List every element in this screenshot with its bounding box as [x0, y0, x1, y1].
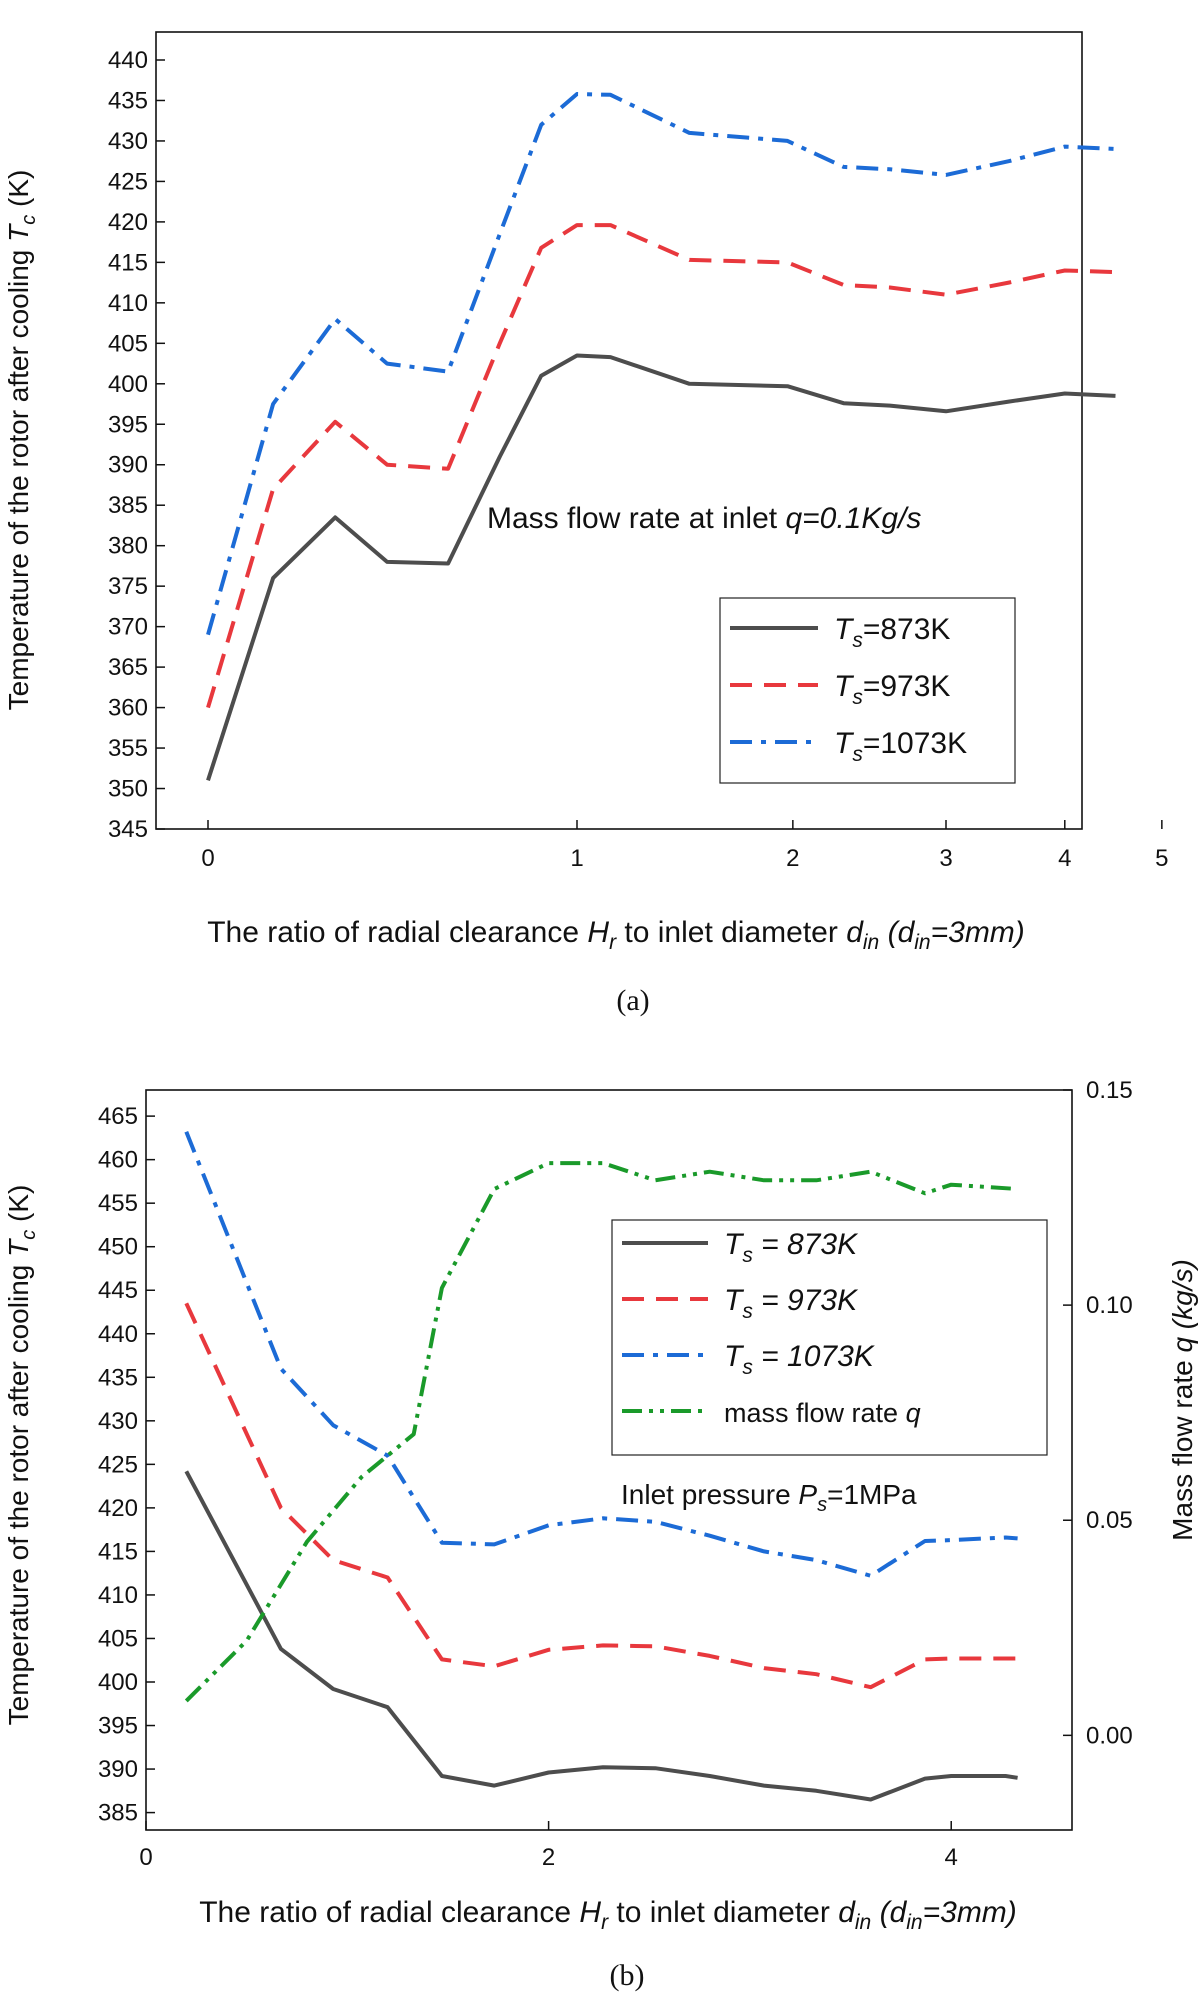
legend-box — [611, 1219, 1048, 1456]
plot-frame-a — [155, 31, 1083, 830]
series-line-2 — [184, 1302, 1018, 1690]
legend-label: mass flow rate q — [724, 1398, 921, 1428]
legend-b: Ts = 873K Ts = 973K Ts = 1073K mass flow ra… — [611, 1219, 1048, 1456]
y-tick-label: 420 — [108, 209, 148, 236]
x-axis-label-a: The ratio of radial clearance Hr to inle… — [207, 916, 1025, 954]
panel-label-a: (a) — [616, 984, 649, 1017]
annotation-a: Mass flow rate at inlet q=0.1Kg/s — [487, 502, 921, 535]
y-tick-label: 380 — [108, 533, 148, 560]
legend-label: Ts = 973K — [724, 1284, 859, 1323]
legend-label: Ts=1073K — [834, 727, 967, 766]
y-tick-label: 360 — [108, 695, 148, 722]
y-tick-label: 400 — [108, 371, 148, 398]
y-tick-label: 390 — [108, 452, 148, 479]
y-ticks-b: 385 390 395 400 405 410 415 420 425 430 435 440 445 4… — [98, 1103, 155, 1827]
x-tick-label: 1 — [570, 845, 583, 872]
legend-label: Ts = 1073K — [724, 1340, 876, 1379]
panel-b: 3853903954004054104154204254304354404454… — [3, 1077, 1198, 1992]
y-tick-label: 400 — [98, 1669, 138, 1696]
x-tick-label: 4 — [945, 1844, 958, 1871]
y-tick-label: 415 — [108, 249, 148, 276]
x-axis-title: The ratio of radial clearance Hr to inle… — [199, 1896, 1017, 1934]
y-tick-label: 405 — [108, 330, 148, 357]
y-tick-label: 355 — [108, 735, 148, 762]
y-tick-label: 345 — [108, 816, 148, 843]
x-axis-title: The ratio of radial clearance Hr to inle… — [207, 916, 1025, 954]
legend-a: Ts=873K Ts=973K Ts=1073K — [719, 597, 1016, 784]
annotation-text: Mass flow rate at inlet q=0.1Kg/s — [487, 502, 921, 535]
y-axis-title-right: Mass flow rate q (kg/s) — [1167, 1259, 1198, 1541]
x-tick-label: 0 — [139, 1844, 152, 1871]
series-lines-a — [206, 92, 1116, 782]
series-line-4 — [184, 1161, 1018, 1703]
y-tick-label: 450 — [98, 1234, 138, 1261]
panel-label-b: (b) — [610, 1959, 645, 1992]
y-ticks-right-b: 0.00 0.05 0.10 0.15 — [1063, 1077, 1133, 1749]
panel-a: 3453503553603653703753803853903954004054… — [3, 31, 1169, 1017]
y-tick-label: 365 — [108, 654, 148, 681]
y-tick-label: 430 — [108, 128, 148, 155]
y-tick-label-right: 0.10 — [1086, 1292, 1133, 1319]
y-tick-label: 455 — [98, 1190, 138, 1217]
y-tick-label: 375 — [108, 573, 148, 600]
y-tick-label-right: 0.15 — [1086, 1077, 1133, 1104]
series-line-1 — [184, 1470, 1018, 1802]
y-tick-label-right: 0.05 — [1086, 1507, 1133, 1534]
x-ticks-b: 0 2 4 — [139, 1821, 958, 1871]
y-axis-label-right-b: Mass flow rate q (kg/s) — [1167, 1259, 1198, 1541]
series-line-3 — [206, 92, 1116, 636]
series-line-3 — [184, 1131, 1018, 1578]
y-tick-label: 350 — [108, 776, 148, 803]
y-tick-label: 430 — [98, 1408, 138, 1435]
y-tick-label: 395 — [108, 411, 148, 438]
y-axis-label-b: Temperature of the rotor after cooling T… — [3, 1185, 40, 1726]
y-tick-label: 410 — [108, 290, 148, 317]
y-tick-label: 395 — [98, 1713, 138, 1740]
x-tick-label: 2 — [786, 845, 799, 872]
legend-label: Ts=973K — [834, 670, 950, 709]
x-tick-label: 5 — [1155, 845, 1168, 872]
legend-label: Ts = 873K — [724, 1228, 859, 1267]
x-tick-label: 3 — [939, 845, 952, 872]
y-tick-label: 410 — [98, 1582, 138, 1609]
y-tick-label: 405 — [98, 1625, 138, 1652]
y-tick-label: 415 — [98, 1538, 138, 1565]
plot-frame-b — [145, 1089, 1073, 1831]
y-ticks-a: 345 350 355 360 365 370 375 380 385 390 395 400 405 4… — [108, 47, 165, 843]
series-lines-b — [184, 1131, 1018, 1802]
y-tick-label: 435 — [108, 87, 148, 114]
annotation-b: Inlet pressure Ps=1MPa — [621, 1479, 917, 1516]
y-tick-label: 385 — [108, 492, 148, 519]
y-tick-label: 440 — [98, 1321, 138, 1348]
y-tick-label: 425 — [108, 168, 148, 195]
y-tick-label: 420 — [98, 1495, 138, 1522]
series-line-1 — [206, 353, 1116, 782]
y-tick-label: 445 — [98, 1277, 138, 1304]
y-tick-label: 425 — [98, 1451, 138, 1478]
y-tick-label: 435 — [98, 1364, 138, 1391]
y-tick-label: 370 — [108, 614, 148, 641]
series-line-2 — [206, 223, 1116, 709]
legend-label: Ts=873K — [834, 613, 950, 652]
y-tick-label: 385 — [98, 1800, 138, 1827]
annotation-text: Inlet pressure Ps=1MPa — [621, 1479, 917, 1516]
x-tick-label: 4 — [1058, 845, 1071, 872]
y-tick-label-right: 0.00 — [1086, 1722, 1133, 1749]
y-axis-label-a: Temperature of the rotor after cooling T… — [3, 170, 40, 711]
y-tick-label: 460 — [98, 1147, 138, 1174]
y-axis-title: Temperature of the rotor after cooling T… — [3, 170, 40, 711]
y-tick-label: 390 — [98, 1756, 138, 1783]
x-axis-label-b: The ratio of radial clearance Hr to inle… — [199, 1896, 1017, 1934]
x-tick-label: 2 — [542, 1844, 555, 1871]
x-ticks-a: 0 1 2 3 4 5 — [201, 820, 1169, 872]
y-axis-title: Temperature of the rotor after cooling T… — [3, 1185, 40, 1726]
y-tick-label: 465 — [98, 1103, 138, 1130]
x-tick-label: 0 — [201, 845, 214, 872]
y-tick-label: 440 — [108, 47, 148, 74]
